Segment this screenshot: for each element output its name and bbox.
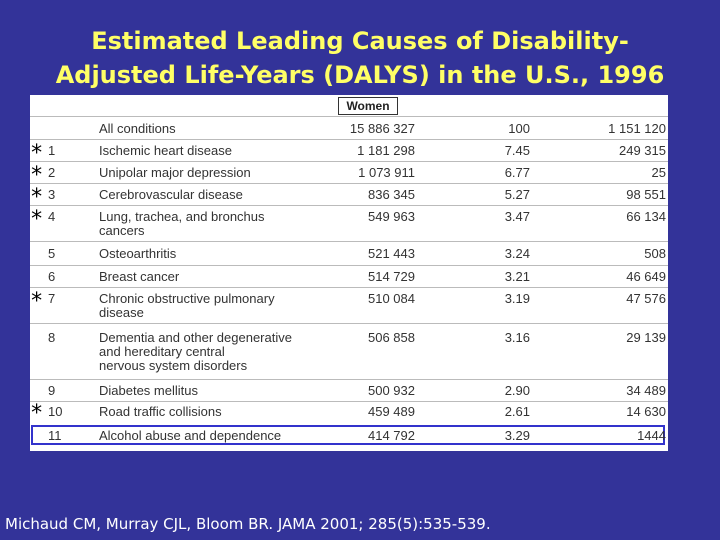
row-rate: 34 489 xyxy=(626,383,666,398)
divider xyxy=(30,183,668,184)
row-rank: 5 xyxy=(48,246,56,261)
row-rank: 4 xyxy=(48,209,56,224)
row-rank: 10 xyxy=(48,404,63,419)
row-condition: Dementia and other degenerative and here… xyxy=(99,330,292,373)
row-rank: 11 xyxy=(48,428,62,443)
row-rank: 7 xyxy=(48,291,56,306)
row-percent: 5.27 xyxy=(504,187,530,202)
asterisk-marker: * xyxy=(30,141,44,166)
row-percent: 3.47 xyxy=(504,209,530,224)
slide-title: Estimated Leading Causes of Disability- … xyxy=(0,24,720,92)
asterisk-marker: * xyxy=(30,207,44,232)
row-dalys: 1 181 298 xyxy=(357,143,415,158)
asterisk-marker: * xyxy=(30,185,44,210)
row-dalys: 1 073 911 xyxy=(358,165,415,180)
asterisk-marker: * xyxy=(30,289,44,314)
row-condition: Alcohol abuse and dependence xyxy=(99,428,282,443)
row-condition: Lung, trachea, and bronchus cancers xyxy=(99,209,265,238)
row-condition: Cerebrovascular disease xyxy=(99,187,243,202)
row-rank: 1 xyxy=(48,143,56,158)
row-percent: 100 xyxy=(508,121,530,136)
row-condition: Osteoarthritis xyxy=(99,246,177,261)
row-condition: Breast cancer xyxy=(99,269,180,284)
row-condition: Chronic obstructive pulmonary disease xyxy=(99,291,275,320)
row-rate: 249 315 xyxy=(619,143,666,158)
row-rate: 14 630 xyxy=(626,404,666,419)
row-rate: 508 xyxy=(644,246,666,261)
row-dalys: 521 443 xyxy=(368,246,415,261)
divider xyxy=(30,241,668,242)
row-rate: 46 649 xyxy=(626,269,666,284)
title-line-1: Estimated Leading Causes of Disability- xyxy=(91,27,629,55)
row-dalys: 15 886 327 xyxy=(349,121,415,136)
row-rank: 9 xyxy=(48,383,56,398)
divider xyxy=(30,205,668,206)
divider xyxy=(30,265,668,266)
asterisk-marker: * xyxy=(30,163,44,188)
highlight-box xyxy=(31,425,665,445)
row-percent: 3.29 xyxy=(504,428,530,443)
row-dalys: 500 932 xyxy=(368,383,415,398)
row-percent: 7.45 xyxy=(504,143,530,158)
asterisk-marker: * xyxy=(30,401,44,426)
divider xyxy=(30,401,668,402)
divider xyxy=(30,323,668,324)
divider xyxy=(30,116,668,117)
row-rate: 47 576 xyxy=(626,291,666,306)
row-rate: 29 139 xyxy=(626,330,666,345)
dalys-table: Women All conditions 15 886 327 100 1 15… xyxy=(30,95,668,451)
divider xyxy=(30,139,668,140)
row-rate: 98 551 xyxy=(626,187,666,202)
row-rank: 8 xyxy=(48,330,56,345)
title-line-2: Adjusted Life-Years (DALYS) in the U.S.,… xyxy=(55,61,665,89)
row-dalys: 414 792 xyxy=(368,428,415,443)
row-dalys: 510 084 xyxy=(368,291,415,306)
row-percent: 3.19 xyxy=(504,291,530,306)
row-percent: 3.16 xyxy=(504,330,530,345)
row-condition: Road traffic collisions xyxy=(99,404,222,419)
row-dalys: 506 858 xyxy=(368,330,415,345)
citation: Michaud CM, Murray CJL, Bloom BR. JAMA 2… xyxy=(5,515,491,533)
row-percent: 3.21 xyxy=(504,269,530,284)
row-percent: 3.24 xyxy=(504,246,530,261)
divider xyxy=(30,379,668,380)
row-rank: 2 xyxy=(48,165,56,180)
row-rate: 1 151 120 xyxy=(608,121,666,136)
row-rank: 6 xyxy=(48,269,56,284)
row-dalys: 459 489 xyxy=(368,404,415,419)
row-rate: 66 134 xyxy=(626,209,666,224)
row-condition: Ischemic heart disease xyxy=(99,143,232,158)
divider xyxy=(30,161,668,162)
row-condition: All conditions xyxy=(99,121,176,136)
table-header-women: Women xyxy=(338,97,398,115)
row-percent: 6.77 xyxy=(504,165,530,180)
row-percent: 2.61 xyxy=(504,404,530,419)
row-condition: Diabetes mellitus xyxy=(99,383,198,398)
row-dalys: 514 729 xyxy=(368,269,415,284)
row-rate: 25 xyxy=(651,165,666,180)
row-percent: 2.90 xyxy=(504,383,530,398)
row-condition: Unipolar major depression xyxy=(99,165,251,180)
row-dalys: 549 963 xyxy=(368,209,415,224)
row-rank: 3 xyxy=(48,187,56,202)
row-rate: 1444 xyxy=(637,428,666,443)
row-dalys: 836 345 xyxy=(368,187,415,202)
divider xyxy=(30,287,668,288)
